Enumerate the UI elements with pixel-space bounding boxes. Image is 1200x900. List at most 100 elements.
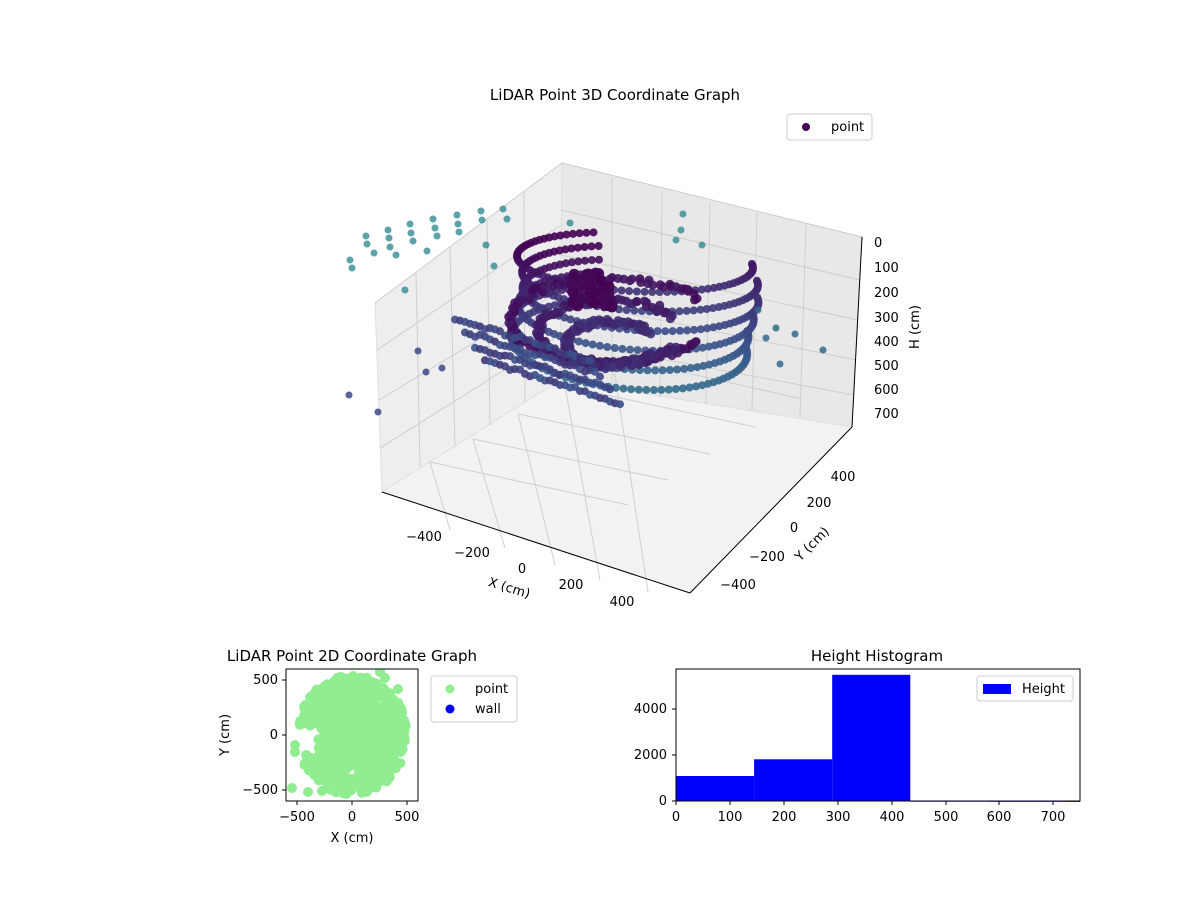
grid-line [517,413,711,455]
data-point [685,383,694,392]
data-point [490,262,498,270]
data-point [371,680,381,691]
x-tick-label: −500 [279,810,315,825]
data-point [362,232,370,240]
data-point [587,242,596,251]
data-point [349,697,360,707]
data-point [556,231,565,240]
data-point [603,343,612,351]
data-point [562,230,571,239]
x-tick-label: 500 [934,810,959,825]
data-point [354,676,365,687]
data-point [618,344,627,353]
data-point [692,382,700,391]
data-point [589,228,598,237]
data-point [406,220,414,228]
data-point [360,775,371,785]
data-point [632,297,642,306]
data-point [697,285,706,294]
data-point [587,256,596,265]
data-point [682,306,691,315]
data-point [386,747,397,758]
x-tick-label: −400 [406,530,442,545]
data-point [388,703,399,714]
legend-label: point [475,682,508,697]
grid-line [486,219,491,426]
data-point [590,297,602,309]
data-point [702,305,711,313]
z-tick-label: 600 [874,383,899,398]
data-point [616,400,624,409]
data-point [709,323,718,332]
data-point [596,372,604,381]
data-point [362,736,373,747]
y-axis-label: Y (cm) [218,714,233,757]
data-point [364,767,375,778]
x-tick-label: 0 [672,810,680,825]
data-point [709,304,717,313]
data-point [384,226,392,234]
data-point [561,259,570,268]
data-point [390,759,401,770]
z-tick-label: 100 [874,261,899,276]
z-tick-label: 0 [874,236,882,251]
data-point [603,280,615,292]
data-point [677,226,685,234]
x-tick-label: 500 [395,810,420,825]
y-tick-label: 0 [659,794,667,809]
data-point [478,216,486,224]
data-point [290,740,300,750]
data-point [617,286,626,295]
data-point [690,325,699,334]
data-point [323,771,334,782]
data-point [646,329,656,339]
data-point [326,698,337,709]
data-point [582,228,591,237]
data-point [566,315,575,324]
data-point [699,361,708,370]
data-point [648,288,657,296]
data-point [389,717,400,728]
data-point [595,255,603,264]
data-point [714,303,723,311]
data-point [363,240,371,248]
data-point [666,366,674,374]
data-point [376,735,387,746]
data-point [762,334,770,342]
data-point [581,256,589,265]
data-point [643,366,652,375]
data-point [619,384,628,393]
data-point [675,307,684,316]
data-point [429,215,437,223]
data-point [401,286,409,294]
data-point [698,381,707,390]
data-point [305,720,316,731]
chart-3d: LiDAR Point 3D Coordinate Graph −400 −20… [345,86,923,610]
data-point [349,773,360,784]
data-point [438,364,446,372]
data-point [323,732,334,743]
data-point [362,786,372,797]
data-point [373,762,384,773]
data-point [575,276,587,288]
data-point [575,229,584,238]
data-point [346,256,354,264]
x-axis-label: X (cm) [331,831,374,846]
data-point [310,696,321,706]
y-tick-label: 0 [270,728,278,743]
data-point [499,205,507,213]
data-point [566,219,574,227]
data-point [365,703,376,714]
z-axis-line [851,236,863,428]
data-point [772,324,780,332]
data-point [374,408,382,416]
y-tick-label: 500 [253,673,278,688]
data-point [550,301,559,310]
data-point [634,385,643,394]
z-tick-label: 500 [874,359,899,374]
data-point [584,287,596,299]
grid-line [429,461,629,506]
data-point [689,306,698,315]
y-tick-label: 4000 [634,702,667,717]
data-point [657,385,666,394]
